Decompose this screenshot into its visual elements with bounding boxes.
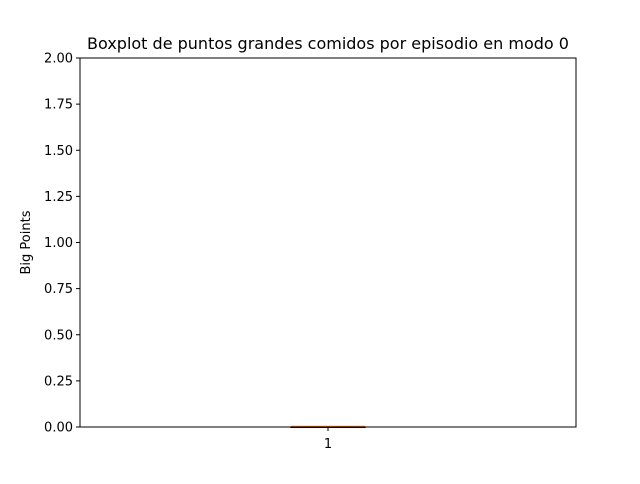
y-tick-label: 2.00 — [44, 52, 73, 67]
y-tick-label: 0.50 — [44, 328, 73, 343]
y-axis-ticks: 0.00 0.25 0.50 0.75 1.00 1.25 1.50 1.75 2.00 — [44, 52, 80, 436]
x-axis-ticks: 1 — [324, 427, 332, 452]
plot-frame — [79, 57, 577, 428]
chart-title: Boxplot de puntos grandes comidos por ep… — [87, 34, 569, 53]
y-tick-label: 0.75 — [44, 282, 73, 297]
y-tick-label: 1.25 — [44, 190, 73, 205]
y-tick-label: 1.50 — [44, 144, 73, 159]
y-tick-label: 0.25 — [44, 374, 73, 389]
y-tick-label: 1.00 — [44, 236, 73, 251]
x-tick-label: 1 — [324, 437, 332, 452]
y-tick-label: 1.75 — [44, 98, 73, 113]
y-axis-label: Big Points — [19, 210, 34, 274]
y-tick-label: 0.00 — [44, 421, 73, 436]
